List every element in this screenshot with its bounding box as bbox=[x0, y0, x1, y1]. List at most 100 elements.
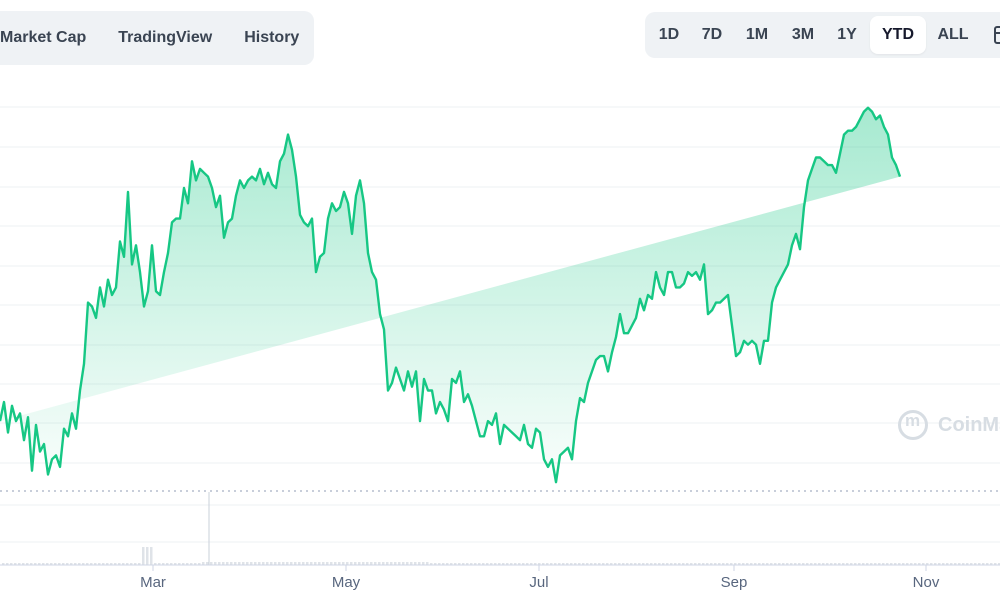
volume-bar bbox=[110, 563, 113, 565]
volume-bar bbox=[946, 563, 949, 565]
coinmarketcap-logo-icon bbox=[898, 410, 928, 440]
volume-bar bbox=[506, 563, 509, 565]
volume-bar bbox=[722, 563, 725, 565]
volume-bar bbox=[358, 562, 361, 565]
volume-bar bbox=[90, 563, 93, 565]
volume-bar bbox=[890, 563, 893, 565]
volume-bar bbox=[302, 562, 305, 565]
volume-bar bbox=[166, 563, 169, 565]
watermark-text: CoinMa bbox=[938, 413, 1000, 436]
volume-bar bbox=[770, 563, 773, 565]
volume-bar bbox=[978, 563, 981, 565]
tab-history[interactable]: History bbox=[244, 29, 300, 46]
volume-bar bbox=[738, 563, 741, 565]
volume-bar bbox=[158, 563, 161, 565]
volume-bar bbox=[610, 563, 613, 565]
volume-bar bbox=[626, 563, 629, 565]
volume-bar bbox=[518, 563, 521, 565]
volume-bar bbox=[898, 563, 901, 565]
tab-market-cap[interactable]: Market Cap bbox=[0, 29, 87, 46]
volume-bar bbox=[910, 563, 913, 565]
volume-bar bbox=[566, 563, 569, 565]
price-area bbox=[0, 107, 900, 483]
volume-bar bbox=[522, 563, 525, 565]
volume-bar bbox=[438, 563, 441, 565]
volume-bar bbox=[982, 563, 985, 565]
time-range-tabs: 1D 7D 1M 3M 1Y YTD ALL bbox=[645, 12, 1000, 58]
volume-bar bbox=[454, 563, 457, 565]
range-ytd[interactable]: YTD bbox=[870, 16, 926, 54]
volume-bar bbox=[382, 562, 385, 565]
volume-bar bbox=[270, 562, 273, 565]
volume-bar bbox=[498, 563, 501, 565]
volume-bar bbox=[906, 563, 909, 565]
volume-bar bbox=[86, 563, 89, 565]
volume-bar bbox=[366, 562, 369, 565]
volume-bar bbox=[790, 563, 793, 565]
volume-bar bbox=[686, 563, 689, 565]
volume-bar bbox=[434, 563, 437, 565]
volume-bar bbox=[782, 563, 785, 565]
volume-bar bbox=[422, 562, 425, 565]
range-all[interactable]: ALL bbox=[937, 26, 969, 43]
tab-tradingview[interactable]: TradingView bbox=[118, 29, 213, 46]
volume-bar bbox=[194, 563, 197, 565]
volume-bar bbox=[38, 563, 41, 565]
volume-bar bbox=[550, 563, 553, 565]
volume-bar bbox=[362, 562, 365, 565]
volume-bar bbox=[730, 563, 733, 565]
volume-bar bbox=[850, 563, 853, 565]
volume-bar bbox=[762, 563, 765, 565]
volume-bar bbox=[838, 563, 841, 565]
volume-bar bbox=[58, 563, 61, 565]
volume-bar bbox=[826, 563, 829, 565]
volume-bar bbox=[622, 563, 625, 565]
volume-bar bbox=[206, 562, 209, 565]
volume-bar bbox=[882, 563, 885, 565]
volume-bar bbox=[458, 563, 461, 565]
volume-bar bbox=[114, 563, 117, 565]
volume-bar bbox=[822, 563, 825, 565]
volume-bar bbox=[286, 562, 289, 565]
range-7d[interactable]: 7D bbox=[701, 26, 723, 43]
volume-bar bbox=[630, 563, 633, 565]
volume-bar bbox=[398, 562, 401, 565]
volume-bar bbox=[170, 563, 173, 565]
volume-bar bbox=[570, 563, 573, 565]
volume-bar bbox=[990, 563, 993, 565]
volume-bar bbox=[754, 563, 757, 565]
volume-bar bbox=[654, 563, 657, 565]
volume-bar bbox=[146, 547, 149, 565]
volume-bar bbox=[766, 563, 769, 565]
volume-bar bbox=[530, 563, 533, 565]
volume-bar bbox=[690, 563, 693, 565]
volume-bar bbox=[106, 563, 109, 565]
volume-bar bbox=[374, 562, 377, 565]
volume-bar bbox=[554, 563, 557, 565]
volume-bar bbox=[222, 562, 225, 565]
range-1d[interactable]: 1D bbox=[658, 26, 680, 43]
volume-bar bbox=[258, 562, 261, 565]
volume-bar bbox=[482, 563, 485, 565]
volume-bar bbox=[834, 563, 837, 565]
volume-bar bbox=[82, 563, 85, 565]
volume-bar bbox=[246, 562, 249, 565]
x-tick-label: Nov bbox=[912, 574, 940, 591]
volume-bar bbox=[886, 563, 889, 565]
volume-bar bbox=[858, 563, 861, 565]
volume-bar bbox=[46, 563, 49, 565]
volume-bar bbox=[746, 563, 749, 565]
volume-bar bbox=[930, 563, 933, 565]
volume-bar bbox=[922, 563, 925, 565]
range-1m[interactable]: 1M bbox=[745, 26, 769, 43]
range-1y[interactable]: 1Y bbox=[837, 26, 857, 43]
range-3m[interactable]: 3M bbox=[791, 26, 815, 43]
volume-bar bbox=[278, 562, 281, 565]
volume-bar bbox=[162, 563, 165, 565]
volume-bar bbox=[818, 563, 821, 565]
volume-bar bbox=[634, 563, 637, 565]
calendar-icon[interactable] bbox=[994, 26, 1000, 44]
x-tick-label: Mar bbox=[140, 574, 166, 591]
